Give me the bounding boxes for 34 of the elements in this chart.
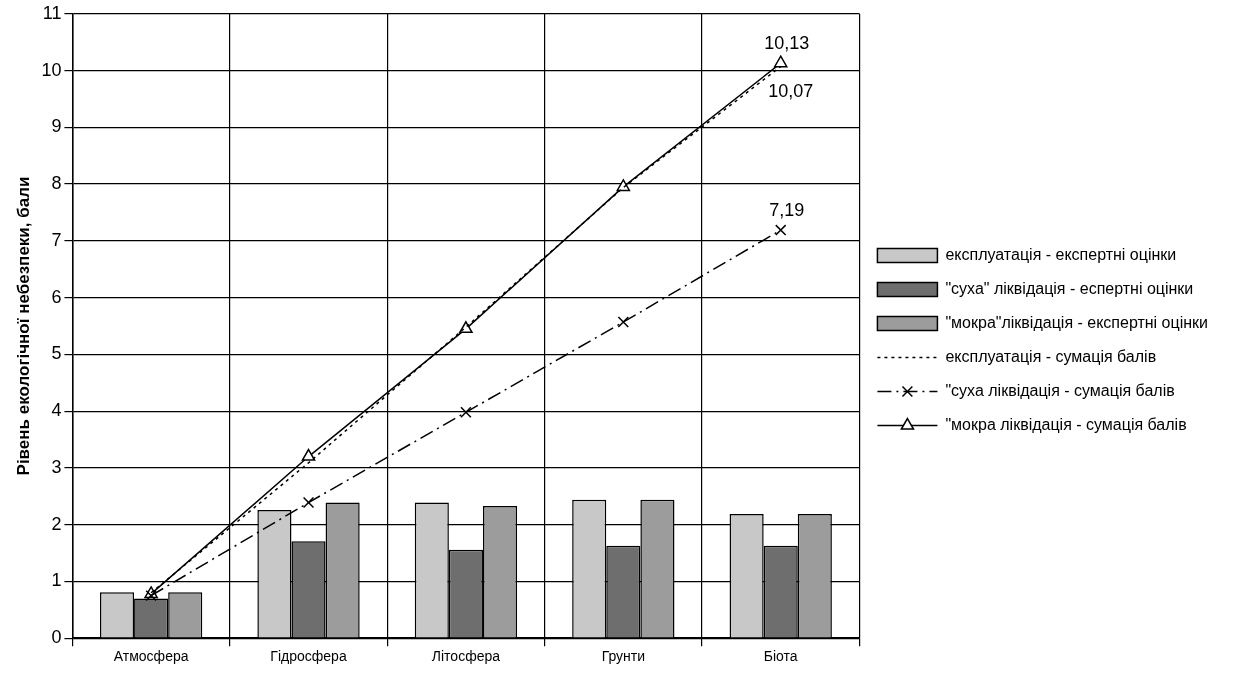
legend-label: "суха" ліквідація - еспертні оцінки	[945, 279, 1194, 297]
legend-label: експлуатація - експертні оцінки	[945, 245, 1177, 263]
legend-label: "суха ліквідація - сумація балів	[945, 381, 1175, 399]
point	[302, 496, 315, 509]
point	[775, 224, 787, 236]
y-tick-label: 6	[51, 286, 62, 307]
legend-label: експлуатація - сумація балів	[945, 347, 1157, 365]
legend-label: "мокра ліквідація - сумація балів	[945, 415, 1187, 433]
legend-label: "мокра"ліквідація - експертні оцінки	[945, 313, 1208, 331]
y-tick-label: 4	[51, 400, 62, 421]
point	[773, 55, 788, 68]
y-tick-label: 10	[41, 59, 62, 80]
data-label: 10,07	[768, 80, 814, 101]
y-axis-title: Рівень екологічної небезпеки, бали	[13, 176, 33, 476]
point	[617, 316, 630, 328]
y-tick-label: 8	[51, 173, 62, 194]
y-tick-label: 5	[51, 343, 62, 364]
y-tick-label: 3	[51, 456, 62, 477]
x-tick-label: Грунти	[601, 648, 646, 665]
x-tick-label: Літосфера	[431, 648, 501, 665]
data-label: 7,19	[769, 200, 805, 221]
point	[616, 179, 631, 192]
y-tick-label: 2	[51, 513, 62, 534]
x-tick-label: Гідросфера	[270, 648, 347, 665]
data-label: 10,13	[764, 33, 810, 54]
point	[460, 406, 472, 418]
point	[301, 448, 316, 461]
x-tick-label: Біота	[763, 648, 798, 665]
y-tick-label: 7	[51, 229, 62, 250]
y-tick-label: 11	[42, 2, 62, 23]
x-tick-label: Атмосфера	[113, 648, 189, 665]
y-tick-label: 0	[51, 627, 62, 648]
y-tick-label: 1	[51, 570, 62, 591]
y-tick-label: 9	[51, 116, 62, 137]
